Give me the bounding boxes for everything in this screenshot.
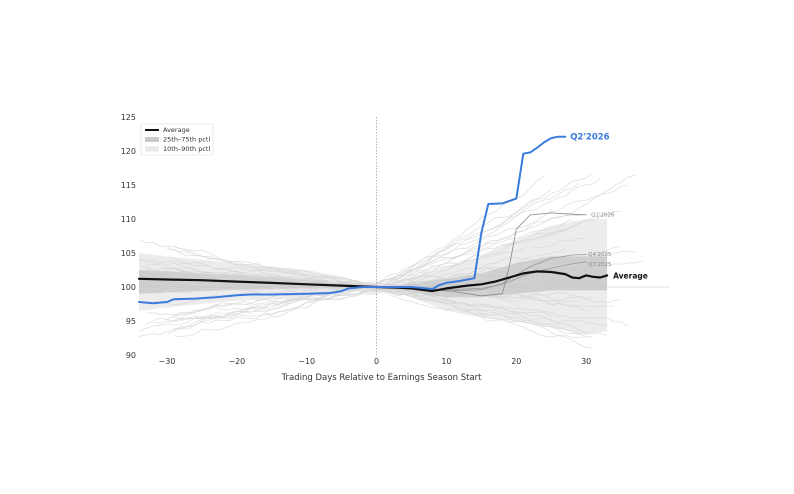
end-label-q4-2025: Q4'2025 [588, 252, 612, 258]
legend-entry-label: 10th–90th pctl [163, 145, 210, 153]
x-tick-label: 30 [581, 357, 591, 366]
y-tick-label: 90 [126, 351, 136, 360]
historical-line [166, 264, 566, 335]
legend-entry-label: 25th–75th pctl [163, 136, 210, 144]
historical-line [166, 218, 573, 287]
end-label-q3-2025: Q3'2025 [588, 262, 612, 268]
x-tick-label: −30 [159, 357, 176, 366]
y-tick-label: 110 [121, 215, 136, 224]
historical-line [152, 280, 594, 349]
x-tick-label: −10 [298, 357, 315, 366]
y-tick-label: 95 [126, 317, 136, 326]
historical-line [152, 275, 608, 336]
x-tick-label: 0 [374, 357, 379, 366]
historical-line [173, 245, 622, 293]
end-label-q1-2026: Q1'2026 [591, 212, 615, 218]
y-tick-label: 115 [121, 181, 136, 190]
y-tick-label: 105 [121, 249, 136, 258]
legend-entry-label: Average [163, 126, 190, 134]
historical-line [173, 282, 594, 338]
series-line-q2-2026 [138, 135, 567, 305]
x-tick-label: 10 [441, 357, 451, 366]
end-label-q2-2026: Q2'2026 [570, 133, 609, 143]
historical-line [173, 213, 615, 337]
historical-line [173, 185, 629, 320]
y-tick-label: 125 [121, 113, 136, 122]
end-label-average: Average [613, 271, 648, 280]
x-axis-label: Trading Days Relative to Earnings Season… [281, 373, 483, 383]
axes: −30 −20 −10 0 10 20 30 90 95 100 105 110 115 120 125 [121, 113, 592, 366]
historical-line [145, 174, 636, 286]
series-line-average [137, 270, 609, 293]
x-tick-label: 20 [511, 357, 521, 366]
legend-swatch-band [145, 146, 159, 152]
x-tick-label: −20 [228, 357, 245, 366]
historical-line [173, 178, 601, 292]
historical-line [138, 239, 643, 292]
y-tick-label: 120 [121, 147, 136, 156]
historical-line [166, 211, 622, 320]
series-lines [137, 135, 609, 305]
historical-line [138, 213, 587, 294]
legend-swatch-band [145, 137, 159, 142]
y-tick-label: 100 [121, 283, 136, 292]
historical-line [173, 291, 629, 327]
